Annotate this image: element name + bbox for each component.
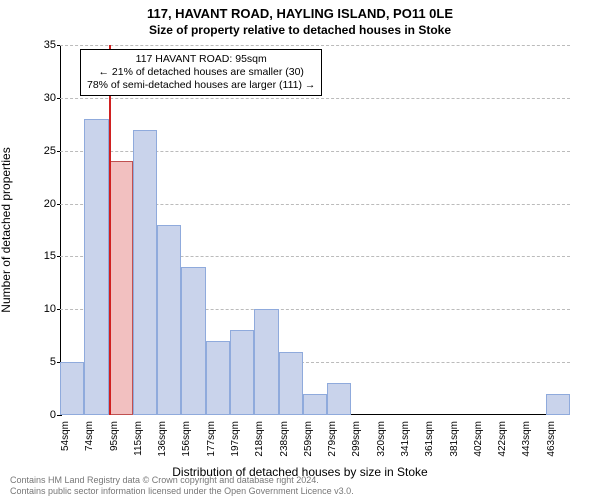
chart-title: 117, HAVANT ROAD, HAYLING ISLAND, PO11 0… [0, 6, 600, 21]
chart-container: 117, HAVANT ROAD, HAYLING ISLAND, PO11 0… [0, 0, 600, 500]
y-tick: 30 [34, 92, 56, 104]
x-tick: 136sqm [157, 421, 168, 461]
x-tick: 279sqm [327, 421, 338, 461]
histogram-bar [60, 362, 84, 415]
histogram-bar [181, 267, 205, 415]
grid-line [60, 45, 570, 46]
grid-line [60, 98, 570, 99]
x-tick: 115sqm [133, 421, 144, 461]
reference-line [109, 45, 111, 415]
x-tick: 341sqm [400, 421, 411, 461]
y-tick: 20 [34, 198, 56, 210]
x-tick: 422sqm [497, 421, 508, 461]
x-tick: 238sqm [279, 421, 290, 461]
y-tick: 15 [34, 250, 56, 262]
x-tick: 299sqm [351, 421, 362, 461]
x-tick: 320sqm [376, 421, 387, 461]
x-tick: 259sqm [303, 421, 314, 461]
x-tick: 156sqm [181, 421, 192, 461]
histogram-bar [327, 383, 351, 415]
x-tick: 177sqm [206, 421, 217, 461]
x-tick: 402sqm [473, 421, 484, 461]
y-tick: 5 [34, 356, 56, 368]
histogram-bar [546, 394, 570, 415]
y-axis-label: Number of detached properties [0, 147, 13, 312]
x-tick: 54sqm [60, 421, 71, 461]
footer-line-1: Contains HM Land Registry data © Crown c… [10, 475, 354, 485]
histogram-bar [206, 341, 230, 415]
footer-line-2: Contains public sector information licen… [10, 486, 354, 496]
annotation-line-larger: 78% of semi-detached houses are larger (… [87, 79, 315, 92]
histogram-bar [84, 119, 108, 415]
histogram-bar [230, 330, 254, 415]
y-tick: 25 [34, 145, 56, 157]
annotation-line-smaller: ← 21% of detached houses are smaller (30… [87, 66, 315, 79]
y-tick: 10 [34, 303, 56, 315]
x-tick: 463sqm [546, 421, 557, 461]
plot-area: 117 HAVANT ROAD: 95sqm ← 21% of detached… [60, 45, 570, 415]
histogram-bar [157, 225, 181, 415]
histogram-bar-highlight [109, 161, 133, 415]
histogram-bar [254, 309, 278, 415]
x-tick: 361sqm [424, 421, 435, 461]
annotation-box: 117 HAVANT ROAD: 95sqm ← 21% of detached… [80, 49, 322, 96]
x-tick: 95sqm [109, 421, 120, 461]
x-tick: 443sqm [521, 421, 532, 461]
histogram-bar [303, 394, 327, 415]
x-tick: 197sqm [230, 421, 241, 461]
x-tick: 218sqm [254, 421, 265, 461]
x-tick: 74sqm [84, 421, 95, 461]
attribution-footer: Contains HM Land Registry data © Crown c… [10, 475, 354, 496]
chart-subtitle: Size of property relative to detached ho… [0, 23, 600, 37]
annotation-line-title: 117 HAVANT ROAD: 95sqm [87, 53, 315, 66]
x-tick: 381sqm [449, 421, 460, 461]
y-tick: 0 [34, 409, 56, 421]
histogram-bar [279, 352, 303, 415]
histogram-bar [133, 130, 157, 415]
y-tick: 35 [34, 39, 56, 51]
